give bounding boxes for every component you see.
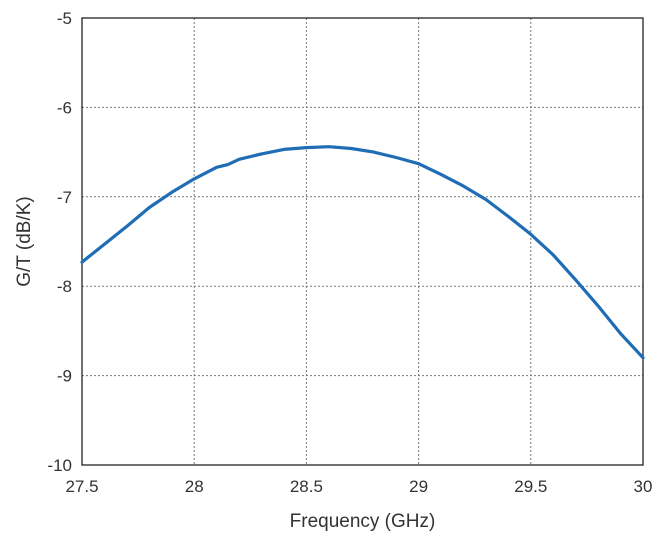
x-tick-label: 28 [185, 477, 204, 496]
data-point [350, 147, 353, 150]
y-tick-label: -6 [57, 98, 72, 117]
data-point [305, 146, 308, 149]
data-point [484, 198, 488, 201]
grid [82, 18, 643, 465]
data-point [574, 278, 577, 282]
x-tick-label: 30 [634, 477, 653, 496]
y-tick-label: -8 [57, 277, 72, 296]
data-point [226, 163, 230, 166]
data-point [641, 356, 645, 359]
y-tick-label: -7 [57, 188, 72, 207]
data-point [80, 260, 84, 264]
data-point [439, 173, 443, 176]
x-tick-label: 29 [409, 477, 428, 496]
data-point [215, 166, 218, 169]
plot-frame [81, 17, 644, 466]
y-tick-label: -9 [57, 367, 72, 386]
data-point [327, 145, 330, 148]
data-point [103, 243, 106, 246]
data-point [260, 152, 263, 156]
series-line-0 [80, 145, 645, 360]
data-point [507, 215, 510, 218]
data-point [529, 233, 532, 236]
data-point [170, 191, 173, 194]
x-tick-label: 27.5 [65, 477, 98, 496]
y-tick-label: -10 [47, 456, 72, 475]
x-tick-label: 28.5 [290, 477, 323, 496]
data-point [596, 304, 600, 308]
tick-labels: 27.5 28 28.5 29 29.5 30 -5 -6 -7 -8 -9 -10 [47, 9, 652, 496]
data-point [282, 148, 286, 151]
x-axis-title: Frequency (GHz) [290, 511, 436, 532]
data-point [125, 225, 129, 228]
data-point [148, 206, 151, 209]
data-point [417, 162, 420, 165]
y-tick-label: -5 [57, 9, 72, 28]
data-point [395, 156, 398, 159]
series-layer [80, 145, 645, 360]
data-point [237, 158, 241, 161]
x-tick-label: 29.5 [514, 477, 547, 496]
data-point [619, 332, 622, 335]
y-axis-title: G/T (dB/K) [14, 196, 35, 286]
data-point [552, 253, 555, 257]
data-point [462, 184, 465, 188]
data-point [372, 150, 375, 154]
data-point [193, 177, 196, 181]
